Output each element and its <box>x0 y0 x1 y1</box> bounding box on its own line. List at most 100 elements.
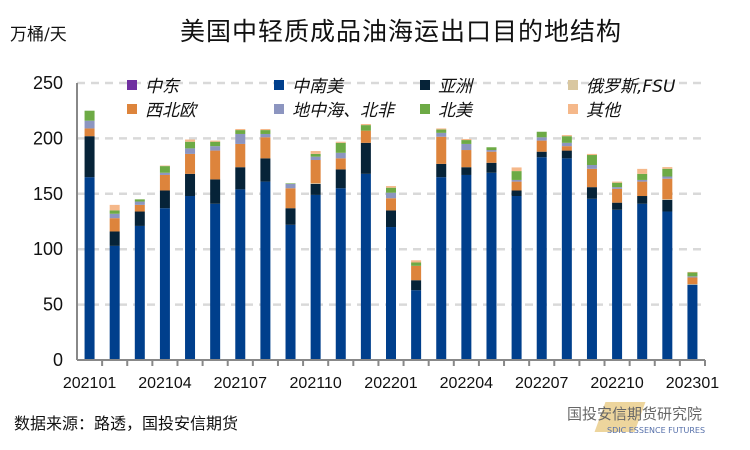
y-tick-label: 150 <box>33 184 63 204</box>
legend-swatch <box>568 79 578 90</box>
bar-segment-202209-其他 <box>586 153 597 156</box>
bar-segment-202110-亚洲 <box>310 183 321 195</box>
legend-item: 其他 <box>568 96 620 121</box>
bar-segment-202109-中南美 <box>285 224 296 360</box>
bar-segment-202204-其他 <box>461 138 472 141</box>
bar-segment-202106-北美 <box>210 141 221 147</box>
bar-segment-202203-中南美 <box>436 177 447 360</box>
bar-segment-202112-其他 <box>360 123 371 126</box>
bar-segment-202204-中南美 <box>461 174 472 360</box>
bar-segment-202204-地中海、北非 <box>461 143 472 151</box>
bar-segment-202209-地中海、北非 <box>586 164 597 169</box>
bar-segment-202206-亚洲 <box>511 190 522 197</box>
x-tick-label: 202204 <box>440 375 493 392</box>
bar-segment-202112-中南美 <box>360 173 371 360</box>
bar-segment-202210-地中海、北非 <box>612 187 623 189</box>
chart-title: 美国中轻质成品油海运出口目的地结构 <box>180 17 623 46</box>
legend-swatch <box>420 103 430 114</box>
bar-segment-202104-西北欧 <box>159 174 170 191</box>
bar-segment-202212-西北欧 <box>662 178 673 200</box>
legend-item: 地中海、北非 <box>274 96 394 121</box>
bar-segment-202201-西北欧 <box>386 198 396 211</box>
bar-segment-202110-西北欧 <box>310 160 321 184</box>
bar-segment-202206-北美 <box>511 171 522 180</box>
bar-segment-202102-亚洲 <box>109 231 120 246</box>
y-tick-label: 100 <box>33 239 63 259</box>
bar-segment-202109-北美 <box>285 183 296 184</box>
legend-label: 中东 <box>145 77 179 97</box>
bar-segment-202107-中南美 <box>235 189 246 360</box>
bar-segment-202112-北美 <box>360 125 371 131</box>
legend-swatch <box>274 103 284 114</box>
bar-segment-202211-中南美 <box>637 203 648 360</box>
bar-segment-202106-西北欧 <box>210 150 221 180</box>
bar-segment-202203-其他 <box>436 128 447 130</box>
watermark-logo: 国投安信期货研究院 SDIC ESSENCE FUTURES <box>545 400 750 445</box>
bar-segment-202208-亚洲 <box>561 150 572 159</box>
legend-item: 西北欧 <box>127 96 196 121</box>
bar-segment-202205-北美 <box>486 147 497 151</box>
bar-segment-202212-亚洲 <box>662 199 673 212</box>
bar-segment-202208-地中海、北非 <box>561 142 572 147</box>
bar-segment-202103-地中海、北非 <box>134 201 145 205</box>
bar-segment-202111-地中海、北非 <box>335 152 346 159</box>
source-note: 数据来源：路透，国投安信期货 <box>14 414 239 433</box>
bar-segment-202110-俄罗斯,FSU <box>310 183 321 184</box>
bar-segment-202301-地中海、北非 <box>687 276 698 278</box>
bar-segment-202209-中南美 <box>586 198 597 360</box>
bar-segment-202102-中南美 <box>109 245 120 360</box>
bar-segment-202207-地中海、北非 <box>536 137 547 141</box>
bar-segment-202206-中南美 <box>511 196 522 360</box>
bar-segment-202106-亚洲 <box>210 179 221 204</box>
bar-segment-202109-亚洲 <box>285 208 296 225</box>
bar-segment-202111-西北欧 <box>335 158 346 170</box>
bar-segment-202104-北美 <box>159 166 170 173</box>
x-tick-label: 202301 <box>666 375 719 392</box>
legend-item: 俄罗斯,FSU <box>568 72 675 97</box>
y-tick-label: 0 <box>53 350 63 370</box>
bar-segment-202201-北美 <box>386 187 396 193</box>
bar-segment-202210-北美 <box>612 182 623 188</box>
bar-segment-202102-北美 <box>109 210 120 214</box>
legend-label: 其他 <box>586 101 620 121</box>
legend-label: 西北欧 <box>145 101 196 121</box>
bar-segment-202106-地中海、北非 <box>210 146 221 151</box>
bar-segment-202207-北美 <box>536 131 547 138</box>
bar-segment-202203-亚洲 <box>436 163 447 178</box>
bar-segment-202211-北美 <box>637 173 648 180</box>
bar-segment-202202-中南美 <box>411 290 422 360</box>
bar-segment-202101-中南美 <box>84 177 95 360</box>
legend-item: 北美 <box>420 96 472 121</box>
bar-segment-202203-西北欧 <box>436 136 447 164</box>
bar-segment-202211-其他 <box>637 168 648 174</box>
bar-segment-202110-其他 <box>310 151 321 154</box>
bar-segment-202212-中南美 <box>662 211 673 360</box>
bar-segment-202103-北美 <box>134 199 145 202</box>
bar-segment-202209-北美 <box>586 155 597 165</box>
bar-segment-202204-北美 <box>461 140 472 144</box>
x-tick-label: 202101 <box>63 375 116 392</box>
legend-label: 亚洲 <box>438 77 472 97</box>
x-tick-label: 202207 <box>515 375 568 392</box>
legend-item: 亚洲 <box>420 72 472 97</box>
bar-segment-202301-西北欧 <box>687 277 698 285</box>
bar-segment-202209-西北欧 <box>586 168 597 188</box>
bar-segment-202301-中南美 <box>687 284 698 360</box>
bar-segment-202212-俄罗斯,FSU <box>662 199 673 200</box>
bar-segment-202107-地中海、北非 <box>235 133 246 144</box>
bar-segment-202108-其他 <box>260 128 271 131</box>
bar-segment-202104-地中海、北非 <box>159 172 170 175</box>
bar-segment-202108-西北欧 <box>260 137 271 159</box>
bar-segment-202202-西北欧 <box>411 265 422 281</box>
legend-swatch <box>127 103 137 114</box>
bar-segment-202203-地中海、北非 <box>436 132 447 137</box>
bar-segment-202109-西北欧 <box>285 188 296 209</box>
watermark-text: 国投安信期货研究院 <box>567 405 703 423</box>
bar-segment-202108-北美 <box>260 130 271 134</box>
x-tick-label: 202110 <box>290 375 342 392</box>
bar-segment-202108-地中海、北非 <box>260 133 271 138</box>
bar-segment-202206-西北欧 <box>511 181 522 191</box>
bar-segment-202301-其他 <box>687 271 698 273</box>
bar-segment-202108-中南美 <box>260 181 271 360</box>
